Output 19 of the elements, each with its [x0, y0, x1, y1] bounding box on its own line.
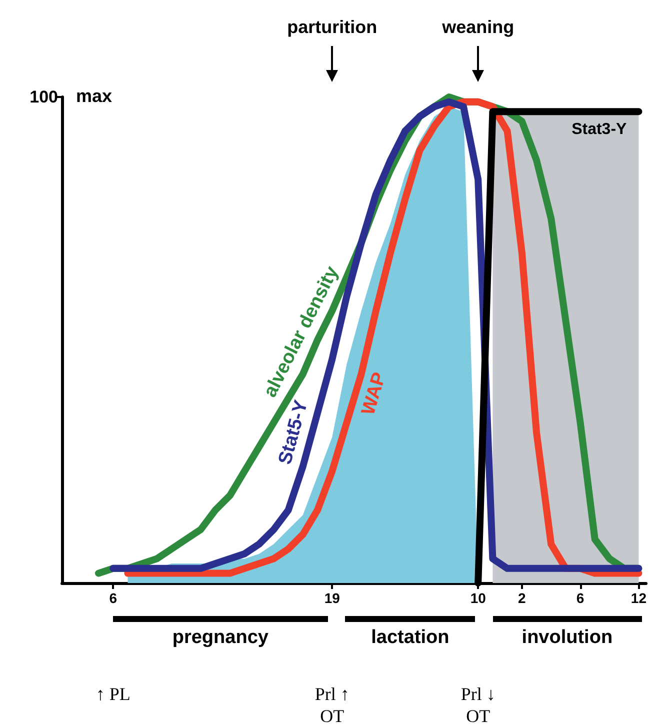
text: WAP — [358, 370, 391, 418]
x-tick-label: 10 — [470, 590, 486, 606]
series-label: Stat3-Y — [572, 121, 628, 138]
text: involution — [522, 627, 613, 648]
text: lactation — [371, 627, 450, 648]
text: parturition — [287, 17, 378, 37]
y-axis-title: max — [76, 86, 112, 106]
x-tick-label: 2 — [518, 590, 526, 606]
x-tick-label: 12 — [630, 590, 647, 606]
x-tick-label: 6 — [576, 590, 584, 606]
text: weaning — [441, 17, 514, 37]
text: ↑ PL — [96, 684, 130, 704]
text: pregnancy — [172, 627, 269, 648]
text: Prl ↓ OT — [460, 684, 496, 726]
text: Prl ↑ OT — [314, 684, 350, 726]
text: Stat5-Y — [274, 398, 312, 467]
text: 100 — [30, 88, 58, 106]
x-tick-label: 6 — [109, 590, 118, 606]
x-tick-label: 19 — [324, 590, 340, 606]
